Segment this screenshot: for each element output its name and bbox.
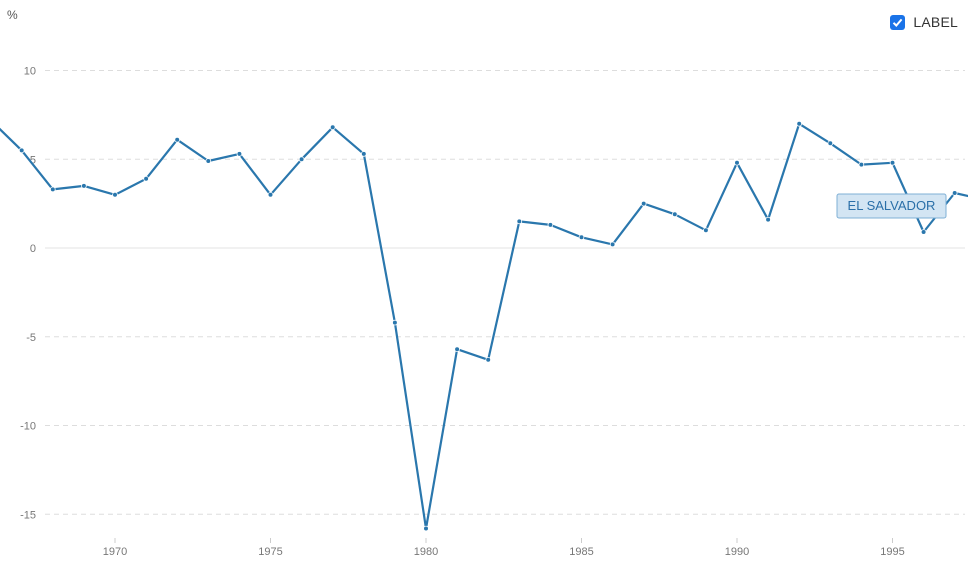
y-tick-label: 10 [24,66,36,78]
data-point [267,192,274,198]
data-point [609,241,616,248]
data-point [796,121,802,127]
data-point [516,218,523,225]
x-tick-label: 1975 [258,546,282,558]
y-tick-label: -15 [20,509,36,521]
data-point [18,147,25,154]
data-point [81,183,87,189]
data-point [578,234,585,241]
y-tick-label: -5 [26,332,36,344]
data-point [547,222,554,228]
data-point [920,229,927,235]
data-point [640,200,647,207]
legend[interactable]: LABEL [890,14,958,30]
data-point [765,216,771,223]
series-line [0,122,968,530]
series-tooltip-box [836,193,947,219]
data-point [671,211,678,218]
data-point [360,151,367,157]
legend-label: LABEL [913,14,958,30]
data-point [827,140,834,147]
x-tick-labels: 1970197519801985199019952000200520102015… [103,538,905,558]
data-point [734,160,740,166]
data-point [112,192,118,198]
x-tick-label: 1995 [880,546,904,558]
legend-checkbox[interactable] [890,14,906,30]
x-tick-label: 1990 [725,546,749,558]
series-layer [0,121,968,532]
data-point [236,151,243,157]
grid-layer [45,70,965,515]
x-tick-label: 1985 [569,546,593,558]
data-point [703,227,709,234]
data-point [858,161,865,168]
checkmark-icon [893,18,903,27]
y-unit-label: % [7,8,18,22]
data-point [205,158,212,164]
annotation-layer: EL SALVADOR [836,193,947,219]
y-tick-label: -10 [20,421,36,433]
y-tick-label: 0 [30,243,36,255]
y-tick-label: 5 [30,154,36,166]
data-point [143,176,149,182]
data-point [485,356,492,363]
data-point [392,319,398,326]
data-point [454,346,460,353]
data-point [174,136,181,143]
data-point [329,124,336,131]
x-tick-label: 1980 [414,546,438,558]
series-tooltip-label: EL SALVADOR [848,198,936,213]
data-point [951,190,958,196]
data-point [298,156,305,163]
data-point [49,186,56,193]
x-tick-label: 1970 [103,546,127,558]
data-point [423,525,429,532]
y-tick-labels: -15 -10 -5 0 5 10 [20,66,36,522]
data-point [889,160,896,166]
